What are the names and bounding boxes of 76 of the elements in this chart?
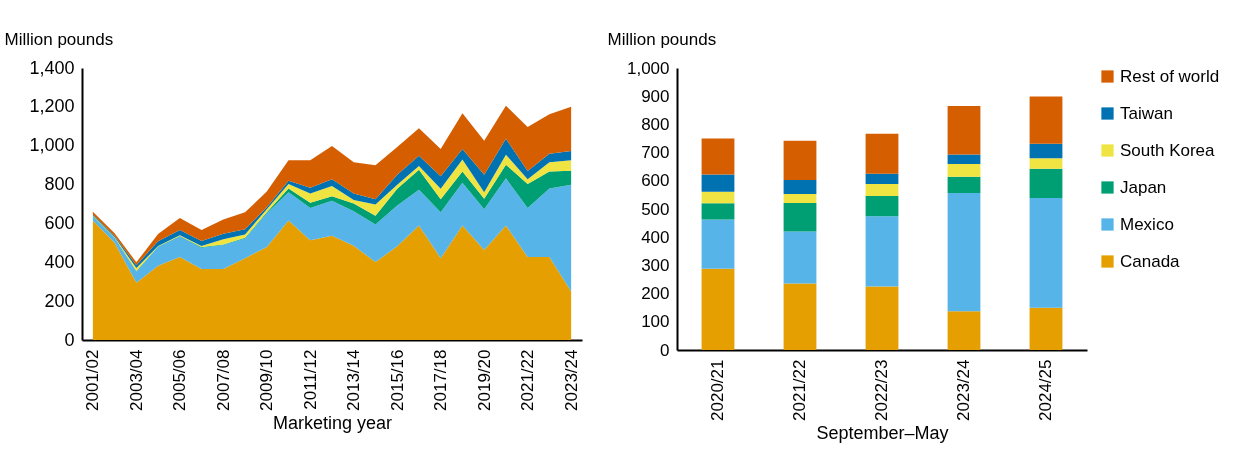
bar (783, 231, 817, 284)
bar (701, 174, 735, 192)
bar (701, 219, 735, 269)
x-tick-label: 2015/16 (387, 349, 407, 411)
y-tick-label: 0 (64, 329, 75, 350)
bar (947, 163, 981, 177)
x-axis-title: Marketing year (272, 412, 393, 433)
y-tick-label: 300 (641, 255, 670, 275)
bar (701, 203, 735, 220)
bar (701, 191, 735, 204)
legend-label: Canada (1120, 251, 1181, 271)
y-tick-label: 400 (641, 227, 670, 247)
y-tick-label: 100 (641, 312, 670, 332)
bar (1029, 198, 1063, 308)
y-axis-title: Million pounds (607, 29, 717, 49)
x-tick-label: 2009/10 (257, 349, 277, 411)
x-tick-label: 2022/23 (872, 359, 891, 421)
bar (865, 133, 899, 174)
y-tick-label: 600 (44, 212, 75, 233)
bar (701, 268, 735, 350)
y-tick-label: 1,400 (29, 57, 75, 78)
bar (947, 176, 981, 193)
legend-label: Rest of world (1120, 66, 1220, 86)
bar (865, 183, 899, 197)
x-tick-label: 2024/25 (1036, 359, 1055, 421)
x-tick-label: 2011/12 (300, 349, 320, 410)
y-tick-label: 1,000 (626, 58, 670, 78)
bar (865, 216, 899, 287)
x-tick-label: 2001/02 (83, 349, 103, 411)
x-tick-label: 2005/06 (170, 349, 190, 411)
bar (865, 173, 899, 184)
x-tick-label: 2007/08 (213, 349, 233, 411)
bar (1029, 96, 1063, 144)
bar (783, 283, 817, 350)
bar (865, 196, 899, 217)
x-tick-label: 2023/24 (561, 349, 581, 411)
bar (1029, 307, 1063, 350)
y-tick-label: 600 (641, 171, 670, 191)
y-tick-label: 1,000 (29, 135, 75, 156)
x-tick-label: 2021/22 (518, 349, 538, 411)
y-tick-label: 400 (44, 251, 75, 272)
bar (865, 286, 899, 350)
y-axis-title: Million pounds (4, 29, 114, 49)
x-tick-label: 2017/18 (431, 349, 451, 411)
x-tick-label: 2003/04 (126, 349, 146, 411)
x-tick-label: 2020/21 (708, 359, 727, 421)
legend-label: Mexico (1120, 214, 1174, 234)
bar (783, 203, 817, 232)
bar (783, 179, 817, 195)
y-tick-label: 800 (44, 174, 75, 195)
bar (1029, 143, 1063, 159)
y-tick-label: 200 (641, 284, 670, 304)
x-tick-label: 2013/14 (344, 349, 364, 411)
legend-label: Taiwan (1120, 103, 1173, 123)
y-tick-label: 0 (660, 340, 670, 360)
y-tick-label: 200 (44, 290, 75, 311)
y-tick-label: 700 (641, 143, 670, 163)
x-tick-label: 2023/24 (954, 359, 973, 421)
y-tick-label: 900 (641, 86, 670, 106)
bar (947, 106, 981, 155)
bar (1029, 168, 1063, 198)
x-axis-title: September–May (816, 422, 949, 443)
bar (783, 194, 817, 204)
x-tick-label: 2019/20 (474, 349, 494, 411)
y-tick-label: 800 (641, 114, 670, 134)
bar (701, 138, 735, 175)
bar (947, 311, 981, 350)
x-tick-label: 2021/22 (790, 359, 809, 421)
bar (947, 192, 981, 312)
bar (947, 154, 981, 164)
y-tick-label: 1,200 (29, 96, 75, 117)
bar (1029, 158, 1063, 169)
bar (783, 140, 817, 180)
legend-label: Japan (1120, 177, 1167, 197)
y-tick-label: 500 (641, 199, 670, 219)
legend-label: South Korea (1120, 140, 1216, 160)
